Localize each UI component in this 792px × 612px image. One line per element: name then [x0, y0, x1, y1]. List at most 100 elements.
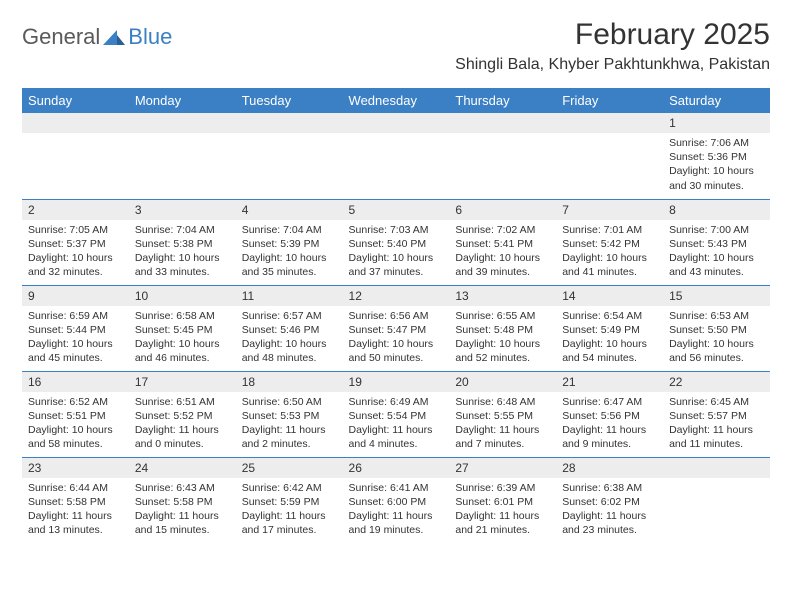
day-content: Sunrise: 7:04 AMSunset: 5:39 PMDaylight:… — [236, 220, 343, 285]
sunset-text: Sunset: 5:55 PM — [455, 409, 550, 423]
day-content: Sunrise: 6:38 AMSunset: 6:02 PMDaylight:… — [556, 478, 663, 543]
calendar-cell: 18Sunrise: 6:50 AMSunset: 5:53 PMDayligh… — [236, 371, 343, 457]
sunset-text: Sunset: 5:51 PM — [28, 409, 123, 423]
day-content: Sunrise: 7:04 AMSunset: 5:38 PMDaylight:… — [129, 220, 236, 285]
daylight-text: Daylight: 10 hours and 46 minutes. — [135, 337, 230, 365]
sunrise-text: Sunrise: 6:48 AM — [455, 395, 550, 409]
day-content: Sunrise: 6:59 AMSunset: 5:44 PMDaylight:… — [22, 306, 129, 371]
sunset-text: Sunset: 5:59 PM — [242, 495, 337, 509]
daylight-text: Daylight: 10 hours and 43 minutes. — [669, 251, 764, 279]
day-number-empty — [129, 113, 236, 133]
sunrise-text: Sunrise: 6:55 AM — [455, 309, 550, 323]
calendar-row: 23Sunrise: 6:44 AMSunset: 5:58 PMDayligh… — [22, 457, 770, 543]
sunrise-text: Sunrise: 6:56 AM — [349, 309, 444, 323]
brand-part1: General — [22, 24, 100, 50]
daylight-text: Daylight: 10 hours and 39 minutes. — [455, 251, 550, 279]
day-number: 17 — [129, 372, 236, 392]
daylight-text: Daylight: 10 hours and 32 minutes. — [28, 251, 123, 279]
calendar-cell: 22Sunrise: 6:45 AMSunset: 5:57 PMDayligh… — [663, 371, 770, 457]
daylight-text: Daylight: 11 hours and 15 minutes. — [135, 509, 230, 537]
day-number: 9 — [22, 286, 129, 306]
weekday-header: Tuesday — [236, 88, 343, 113]
daylight-text: Daylight: 10 hours and 30 minutes. — [669, 164, 764, 192]
day-number-empty — [22, 113, 129, 133]
daylight-text: Daylight: 11 hours and 9 minutes. — [562, 423, 657, 451]
sunset-text: Sunset: 5:40 PM — [349, 237, 444, 251]
calendar-cell: 26Sunrise: 6:41 AMSunset: 6:00 PMDayligh… — [343, 457, 450, 543]
day-number: 3 — [129, 200, 236, 220]
day-number: 2 — [22, 200, 129, 220]
daylight-text: Daylight: 10 hours and 48 minutes. — [242, 337, 337, 365]
sunset-text: Sunset: 5:43 PM — [669, 237, 764, 251]
sunrise-text: Sunrise: 7:00 AM — [669, 223, 764, 237]
weekday-header-row: Sunday Monday Tuesday Wednesday Thursday… — [22, 88, 770, 113]
calendar-cell: 5Sunrise: 7:03 AMSunset: 5:40 PMDaylight… — [343, 199, 450, 285]
day-content: Sunrise: 6:55 AMSunset: 5:48 PMDaylight:… — [449, 306, 556, 371]
day-number: 20 — [449, 372, 556, 392]
day-content: Sunrise: 6:58 AMSunset: 5:45 PMDaylight:… — [129, 306, 236, 371]
day-content: Sunrise: 7:01 AMSunset: 5:42 PMDaylight:… — [556, 220, 663, 285]
sunset-text: Sunset: 5:47 PM — [349, 323, 444, 337]
calendar-cell: 1Sunrise: 7:06 AMSunset: 5:36 PMDaylight… — [663, 113, 770, 199]
day-number: 15 — [663, 286, 770, 306]
calendar-cell: 16Sunrise: 6:52 AMSunset: 5:51 PMDayligh… — [22, 371, 129, 457]
day-content: Sunrise: 6:52 AMSunset: 5:51 PMDaylight:… — [22, 392, 129, 457]
calendar-cell: 9Sunrise: 6:59 AMSunset: 5:44 PMDaylight… — [22, 285, 129, 371]
weekday-header: Wednesday — [343, 88, 450, 113]
day-content: Sunrise: 7:05 AMSunset: 5:37 PMDaylight:… — [22, 220, 129, 285]
calendar-cell: 25Sunrise: 6:42 AMSunset: 5:59 PMDayligh… — [236, 457, 343, 543]
sunrise-text: Sunrise: 7:02 AM — [455, 223, 550, 237]
day-content: Sunrise: 6:50 AMSunset: 5:53 PMDaylight:… — [236, 392, 343, 457]
calendar-cell: 21Sunrise: 6:47 AMSunset: 5:56 PMDayligh… — [556, 371, 663, 457]
sunset-text: Sunset: 6:02 PM — [562, 495, 657, 509]
day-content: Sunrise: 6:53 AMSunset: 5:50 PMDaylight:… — [663, 306, 770, 371]
month-title: February 2025 — [455, 18, 770, 52]
sunset-text: Sunset: 5:41 PM — [455, 237, 550, 251]
sunrise-text: Sunrise: 6:45 AM — [669, 395, 764, 409]
sunrise-text: Sunrise: 6:43 AM — [135, 481, 230, 495]
calendar-cell — [22, 113, 129, 199]
sunrise-text: Sunrise: 6:38 AM — [562, 481, 657, 495]
day-number-empty — [663, 458, 770, 478]
sunrise-text: Sunrise: 6:58 AM — [135, 309, 230, 323]
sunrise-text: Sunrise: 6:54 AM — [562, 309, 657, 323]
sunrise-text: Sunrise: 7:04 AM — [242, 223, 337, 237]
day-number-empty — [343, 113, 450, 133]
sunset-text: Sunset: 5:53 PM — [242, 409, 337, 423]
calendar-cell: 4Sunrise: 7:04 AMSunset: 5:39 PMDaylight… — [236, 199, 343, 285]
calendar-cell: 27Sunrise: 6:39 AMSunset: 6:01 PMDayligh… — [449, 457, 556, 543]
day-number: 11 — [236, 286, 343, 306]
day-content: Sunrise: 6:45 AMSunset: 5:57 PMDaylight:… — [663, 392, 770, 457]
day-number-empty — [236, 113, 343, 133]
daylight-text: Daylight: 11 hours and 0 minutes. — [135, 423, 230, 451]
daylight-text: Daylight: 11 hours and 17 minutes. — [242, 509, 337, 537]
sunrise-text: Sunrise: 6:49 AM — [349, 395, 444, 409]
daylight-text: Daylight: 11 hours and 2 minutes. — [242, 423, 337, 451]
day-number-empty — [449, 113, 556, 133]
sunset-text: Sunset: 5:39 PM — [242, 237, 337, 251]
calendar-cell: 7Sunrise: 7:01 AMSunset: 5:42 PMDaylight… — [556, 199, 663, 285]
calendar-cell: 20Sunrise: 6:48 AMSunset: 5:55 PMDayligh… — [449, 371, 556, 457]
daylight-text: Daylight: 11 hours and 21 minutes. — [455, 509, 550, 537]
day-number: 23 — [22, 458, 129, 478]
calendar-cell: 23Sunrise: 6:44 AMSunset: 5:58 PMDayligh… — [22, 457, 129, 543]
day-content: Sunrise: 6:44 AMSunset: 5:58 PMDaylight:… — [22, 478, 129, 543]
header: General Blue February 2025 Shingli Bala,… — [22, 18, 770, 74]
day-number: 8 — [663, 200, 770, 220]
sunrise-text: Sunrise: 6:41 AM — [349, 481, 444, 495]
day-number: 27 — [449, 458, 556, 478]
sunrise-text: Sunrise: 7:04 AM — [135, 223, 230, 237]
location-text: Shingli Bala, Khyber Pakhtunkhwa, Pakist… — [455, 56, 770, 74]
sunrise-text: Sunrise: 6:52 AM — [28, 395, 123, 409]
sunset-text: Sunset: 5:57 PM — [669, 409, 764, 423]
weekday-header: Thursday — [449, 88, 556, 113]
calendar-cell: 15Sunrise: 6:53 AMSunset: 5:50 PMDayligh… — [663, 285, 770, 371]
sunrise-text: Sunrise: 6:57 AM — [242, 309, 337, 323]
sunset-text: Sunset: 5:38 PM — [135, 237, 230, 251]
weekday-header: Saturday — [663, 88, 770, 113]
sunset-text: Sunset: 5:56 PM — [562, 409, 657, 423]
calendar-cell: 24Sunrise: 6:43 AMSunset: 5:58 PMDayligh… — [129, 457, 236, 543]
sunrise-text: Sunrise: 7:06 AM — [669, 136, 764, 150]
sunset-text: Sunset: 5:52 PM — [135, 409, 230, 423]
day-content: Sunrise: 6:39 AMSunset: 6:01 PMDaylight:… — [449, 478, 556, 543]
